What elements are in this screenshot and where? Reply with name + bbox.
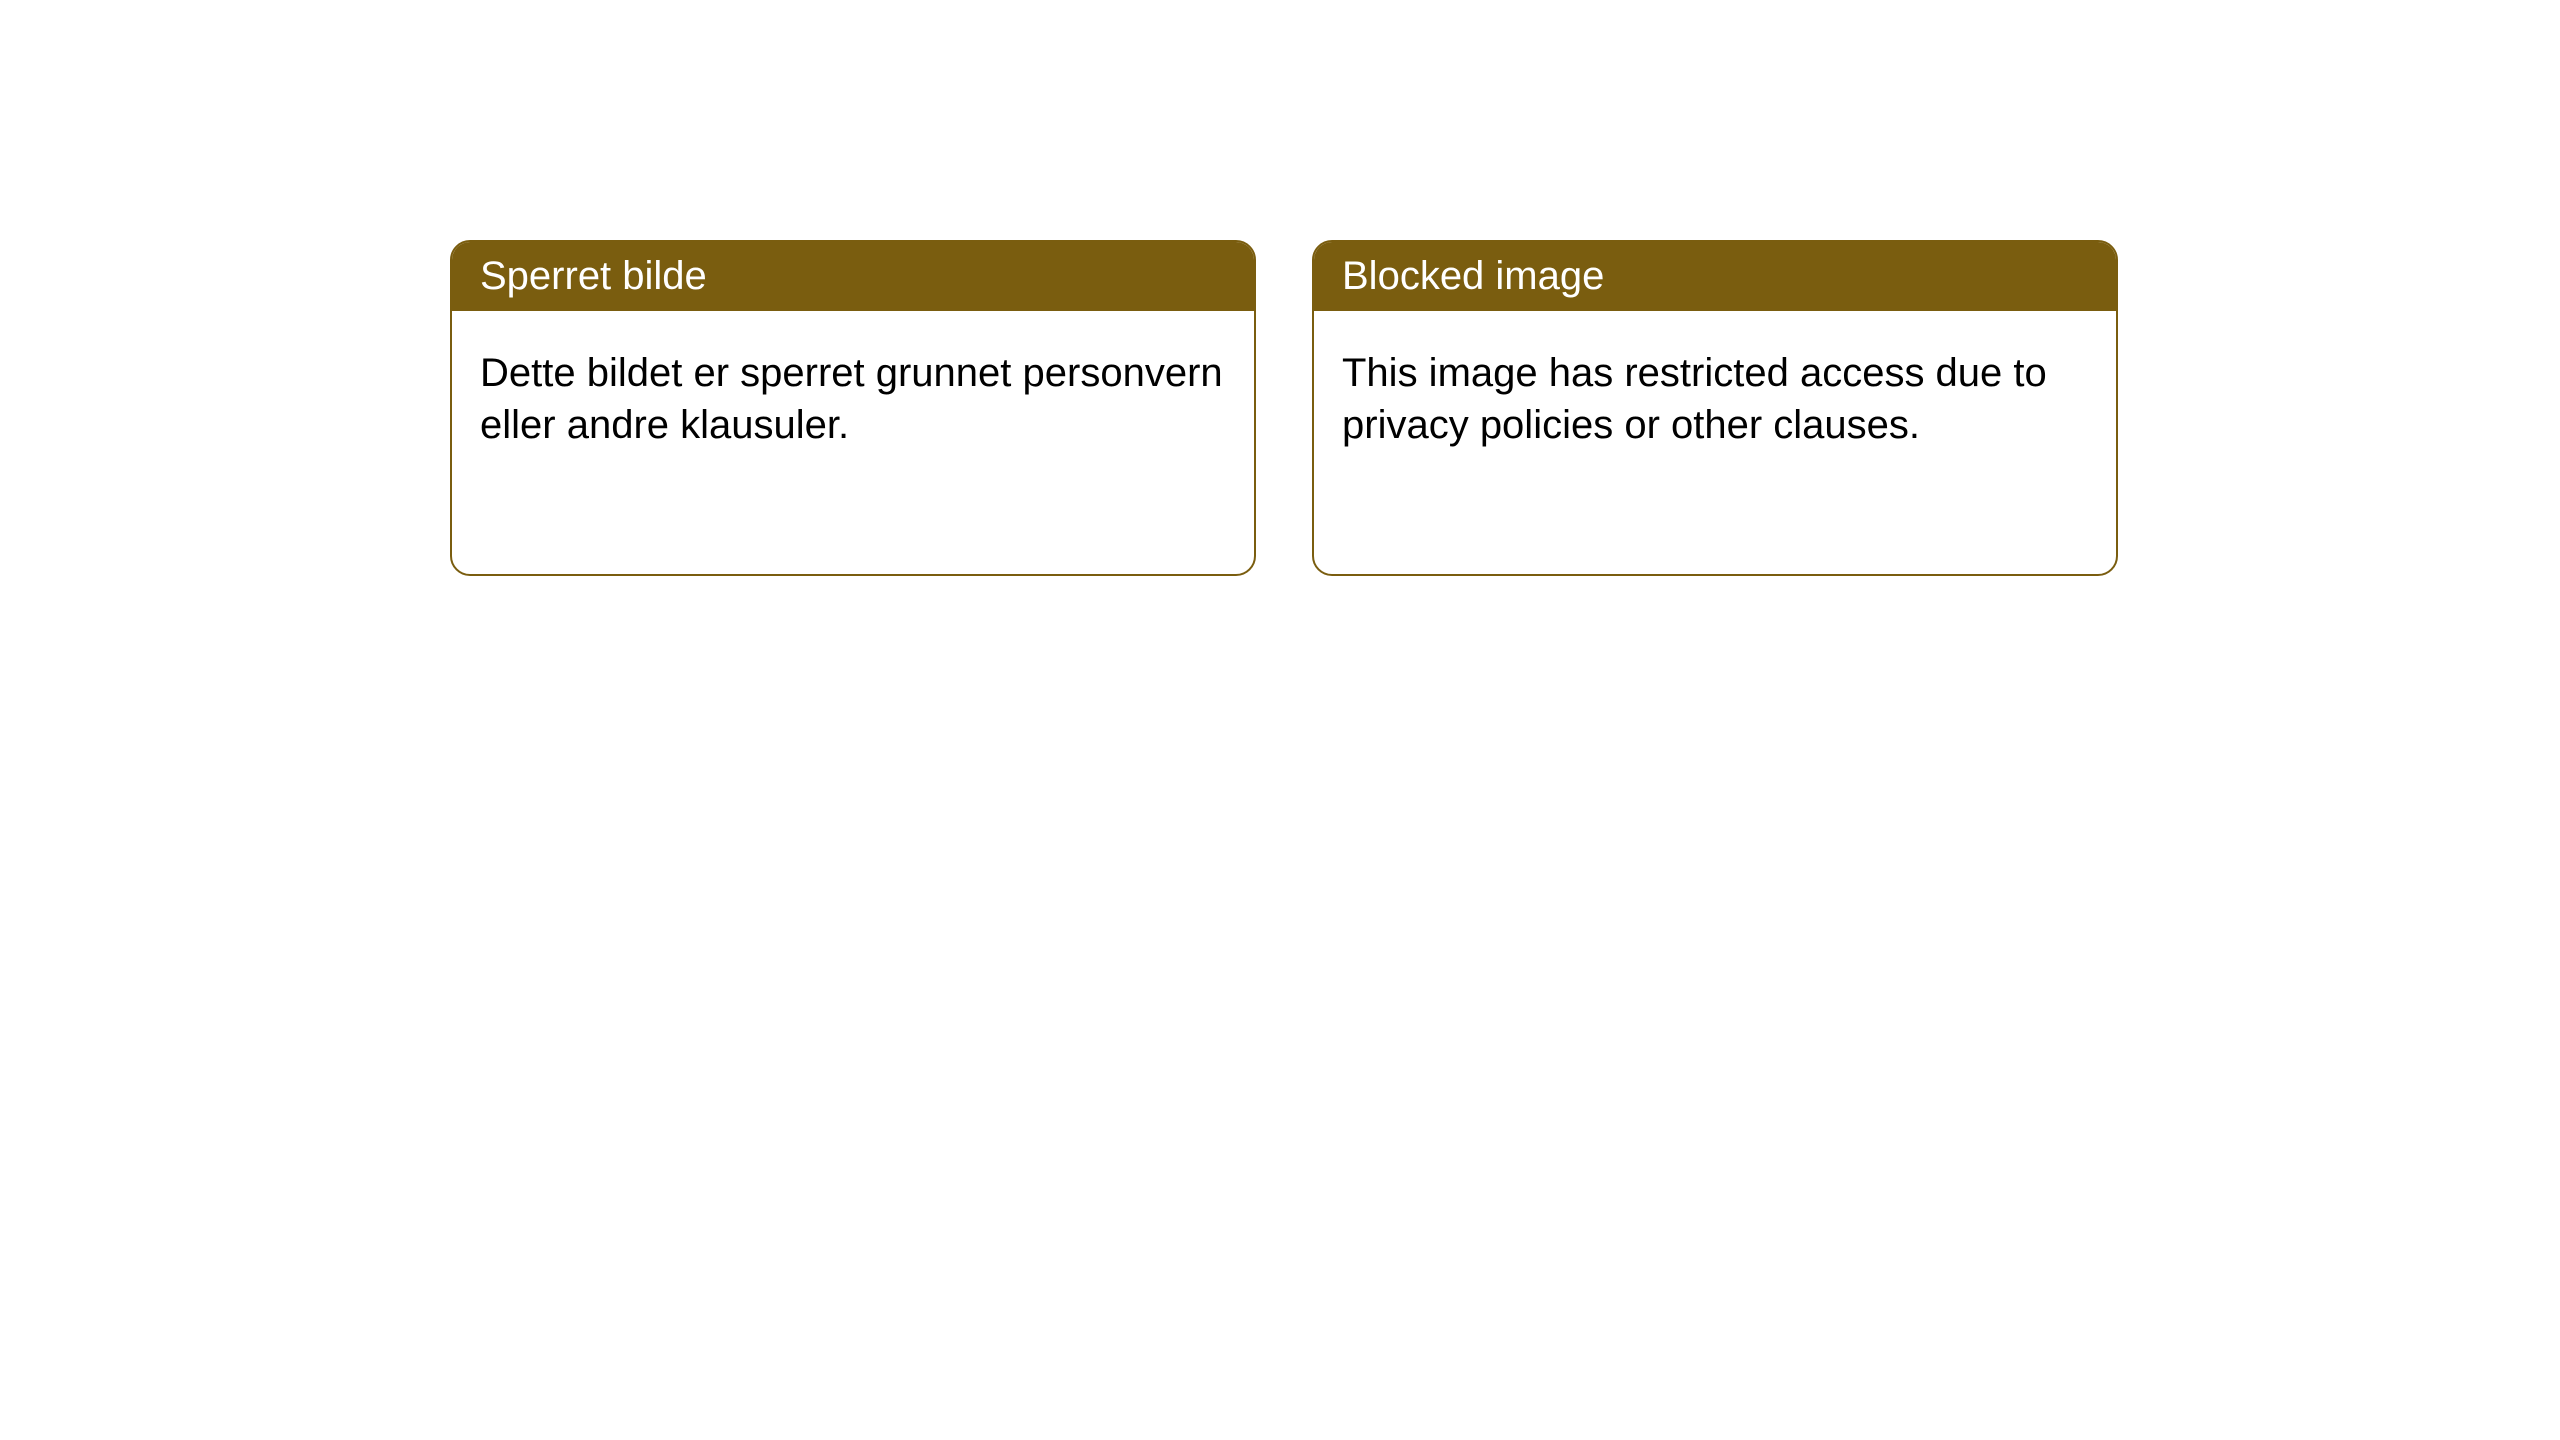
cards-container: Sperret bilde Dette bildet er sperret gr… — [450, 240, 2118, 576]
card-header-no: Sperret bilde — [452, 242, 1254, 311]
blocked-image-card-no: Sperret bilde Dette bildet er sperret gr… — [450, 240, 1256, 576]
card-body-en: This image has restricted access due to … — [1314, 311, 2116, 487]
card-body-no: Dette bildet er sperret grunnet personve… — [452, 311, 1254, 487]
card-title-en: Blocked image — [1342, 254, 1604, 298]
card-body-text-en: This image has restricted access due to … — [1342, 351, 2047, 447]
blocked-image-card-en: Blocked image This image has restricted … — [1312, 240, 2118, 576]
card-title-no: Sperret bilde — [480, 254, 707, 298]
card-body-text-no: Dette bildet er sperret grunnet personve… — [480, 351, 1223, 447]
card-header-en: Blocked image — [1314, 242, 2116, 311]
